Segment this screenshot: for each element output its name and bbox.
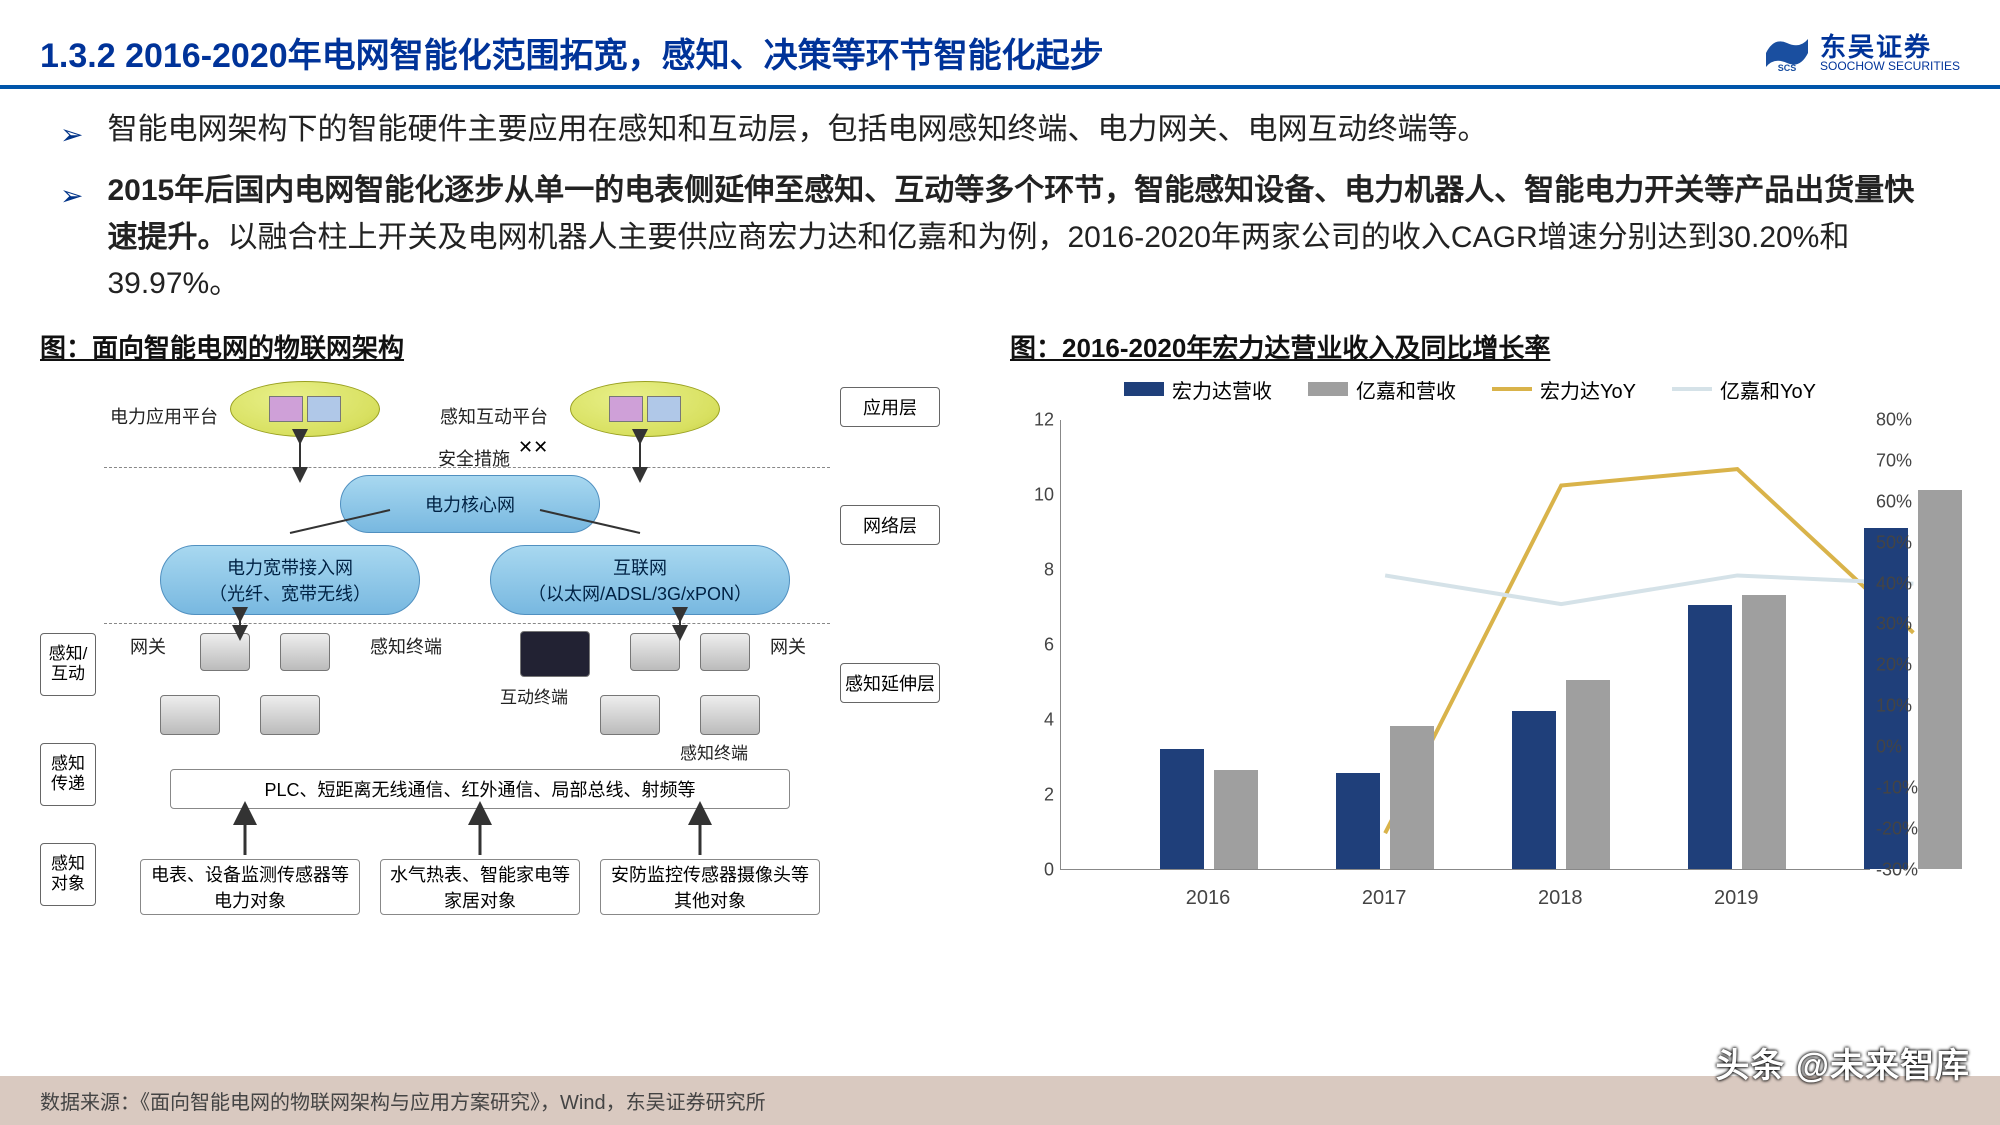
logo: SCS 东吴证券 SOOCHOW SECURITIES [1762,33,1960,73]
chart-plot [1060,420,1870,870]
ytick-left: 4 [1000,709,1054,730]
x-label: 2016 [1186,887,1231,910]
bar-hongli [1512,711,1556,869]
ytick-left: 12 [1000,409,1054,430]
ytick-right: 50% [1876,532,1940,553]
bullet-arrow-icon: ➢ [60,113,83,156]
x-label: 2019 [1714,887,1759,910]
ytick-right: 70% [1876,450,1940,471]
ytick-right: 10% [1876,696,1940,717]
ytick-right: 0% [1876,737,1940,758]
bar-hongli [1688,605,1732,869]
revenue-chart: 宏力达营收 亿嘉和营收 宏力达YoY 亿嘉和YoY 0 2 4 6 8 10 12 -30% -… [980,375,1960,955]
obj-box-1: 电表、设备监测传感器等电力对象 [140,859,360,915]
ytick-left: 0 [1000,859,1054,880]
legend-bar1: 宏力达营收 [1124,375,1272,404]
ytick-right: 40% [1876,573,1940,594]
figure-chart: 图：2016-2020年宏力达营业收入及同比增长率 宏力达营收 亿嘉和营收 宏力… [980,328,1960,955]
bar-hongli [1160,749,1204,869]
logo-icon: SCS [1762,33,1812,73]
watermark: 头条 @未来智库 [1715,1038,1970,1087]
title-divider [0,85,2000,89]
x-label: 2018 [1538,887,1583,910]
header: 1.3.2 2016-2020年电网智能化范围拓宽，感知、决策等环节智能化起步 … [0,0,2000,85]
legend-line2: 亿嘉和YoY [1672,375,1816,404]
bar-yijia [1390,726,1434,869]
obj-box-2: 水气热表、智能家电等家居对象 [380,859,580,915]
ytick-right: -20% [1876,818,1940,839]
architecture-diagram: 应用层 网络层 感知延伸层 感知/互动 感知传递 感知对象 电力应用平台 感知互… [40,375,940,955]
logo-en: SOOCHOW SECURITIES [1820,60,1960,72]
ytick-right: -10% [1876,778,1940,799]
figure-architecture: 图：面向智能电网的物联网架构 应用层 网络层 感知延伸层 感知/互动 感知传递 … [40,328,960,955]
ytick-right: 20% [1876,655,1940,676]
bullet-arrow-icon: ➢ [60,174,83,217]
bullet-2-rest: 以融合柱上开关及电网机器人主要供应商宏力达和亿嘉和为例，2016-2020年两家… [107,221,1849,301]
figures-row: 图：面向智能电网的物联网架构 应用层 网络层 感知延伸层 感知/互动 感知传递 … [0,320,2000,955]
bullet-1: ➢ 智能电网架构下的智能硬件主要应用在感知和互动层，包括电网感知终端、电力网关、… [60,107,1940,156]
bar-yijia [1214,770,1258,869]
chart-legend: 宏力达营收 亿嘉和营收 宏力达YoY 亿嘉和YoY [980,375,1960,404]
legend-line1: 宏力达YoY [1492,375,1636,404]
x-label: 2017 [1362,887,1407,910]
bullet-2-text: 2015年后国内电网智能化逐步从单一的电表侧延伸至感知、互动等多个环节，智能感知… [107,168,1940,308]
ytick-right: 30% [1876,614,1940,635]
ytick-right: -30% [1876,859,1940,880]
svg-text:SCS: SCS [1778,63,1797,73]
line-yijia-yoy [1385,575,1913,604]
ytick-left: 10 [1000,484,1054,505]
ytick-right: 80% [1876,409,1940,430]
bar-yijia [1742,595,1786,869]
legend-bar2: 亿嘉和营收 [1308,375,1456,404]
bullet-1-text: 智能电网架构下的智能硬件主要应用在感知和互动层，包括电网感知终端、电力网关、电网… [107,107,1487,154]
logo-cn: 东吴证券 [1820,34,1960,60]
figure-2-title: 图：2016-2020年宏力达营业收入及同比增长率 [1010,328,1960,365]
bar-yijia [1566,680,1610,869]
line-hongli-yoy [1385,469,1913,833]
ytick-left: 8 [1000,559,1054,580]
bar-hongli [1336,773,1380,869]
bullet-2: ➢ 2015年后国内电网智能化逐步从单一的电表侧延伸至感知、互动等多个环节，智能… [60,168,1940,308]
ytick-right: 60% [1876,491,1940,512]
ytick-left: 2 [1000,784,1054,805]
page-title: 1.3.2 2016-2020年电网智能化范围拓宽，感知、决策等环节智能化起步 [40,28,1104,77]
footer-source: 数据来源：《面向智能电网的物联网架构与应用方案研究》，Wind，东吴证券研究所 [0,1076,2000,1125]
bullet-list: ➢ 智能电网架构下的智能硬件主要应用在感知和互动层，包括电网感知终端、电力网关、… [0,107,2000,308]
ytick-left: 6 [1000,634,1054,655]
obj-box-3: 安防监控传感器摄像头等其他对象 [600,859,820,915]
figure-1-title: 图：面向智能电网的物联网架构 [40,328,960,365]
